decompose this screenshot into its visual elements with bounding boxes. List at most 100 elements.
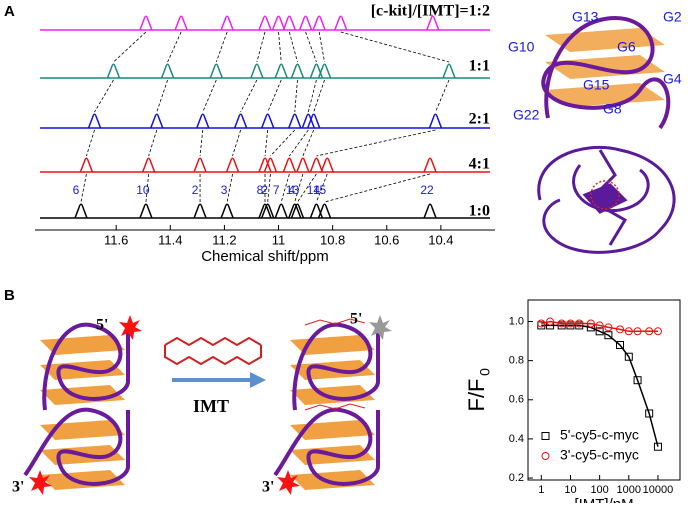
- legend-label: 3'-cy5-c-myc: [560, 447, 639, 463]
- marker: [575, 319, 584, 328]
- peak: [290, 203, 305, 219]
- peak: [334, 15, 348, 31]
- peak-label: 3: [221, 183, 228, 197]
- marker: [653, 442, 662, 451]
- connector: [80, 173, 87, 203]
- arrow-label: IMT: [193, 396, 229, 416]
- complex-schematic: [23, 315, 392, 495]
- legend-label: 5'-cy5-c-myc: [560, 427, 639, 443]
- peak: [225, 157, 240, 173]
- peak: [258, 157, 272, 173]
- connector: [297, 173, 317, 203]
- x-tick-label: 1: [538, 484, 544, 496]
- connector: [302, 129, 315, 157]
- peak: [290, 63, 305, 79]
- connector: [313, 79, 325, 113]
- marker: [575, 321, 584, 330]
- peak: [250, 63, 264, 79]
- end-label: 5': [96, 317, 108, 334]
- peak: [193, 203, 207, 219]
- peak: [150, 113, 164, 129]
- x-tick-label: 10.8: [320, 232, 345, 247]
- peak: [233, 113, 248, 129]
- peak: [320, 157, 334, 173]
- connector: [148, 129, 158, 157]
- connector: [240, 79, 258, 113]
- connector: [267, 79, 282, 113]
- fit-line: [541, 320, 658, 333]
- x-tick-label: 1000: [617, 484, 641, 496]
- x-tick-label: 100: [590, 484, 608, 496]
- marker: [566, 321, 575, 330]
- peak: [220, 15, 234, 31]
- marker: [566, 319, 575, 328]
- connector: [256, 31, 266, 63]
- marker: [546, 317, 555, 326]
- connector: [232, 129, 242, 157]
- peak: [74, 203, 88, 219]
- connector: [294, 79, 298, 113]
- peak-label: 8: [257, 183, 264, 197]
- panel-label: B: [4, 287, 15, 304]
- peak: [442, 63, 456, 79]
- peak: [209, 63, 223, 79]
- peak-label: 15: [313, 183, 327, 197]
- g-label: G2: [663, 9, 682, 25]
- connector: [226, 173, 233, 203]
- marker: [586, 319, 595, 328]
- peak: [258, 15, 272, 31]
- connector: [113, 31, 147, 63]
- y-tick-label: 0.4: [509, 433, 524, 445]
- marker: [645, 409, 654, 418]
- series-label: [c-kit]/[IMT]=1:2: [371, 3, 490, 20]
- peak: [79, 157, 94, 173]
- y-axis-label: F/F: [464, 379, 489, 412]
- x-axis-label: [IMT]/nM: [574, 496, 633, 503]
- peak: [426, 15, 440, 31]
- peak: [106, 63, 121, 79]
- connector: [267, 173, 271, 203]
- g-label: G6: [617, 39, 636, 55]
- peak: [423, 157, 437, 173]
- connector: [264, 129, 269, 157]
- quadruplex-schematic: [541, 16, 671, 130]
- peak: [423, 203, 437, 219]
- connector: [199, 129, 204, 157]
- connector: [278, 31, 282, 63]
- x-tick-label: 10000: [643, 484, 674, 496]
- peak-label: 22: [420, 183, 434, 197]
- connector: [215, 31, 228, 63]
- marker: [604, 323, 613, 332]
- series-label: 1:1: [469, 58, 490, 75]
- peak: [309, 157, 324, 173]
- connector: [307, 79, 317, 113]
- peak: [301, 113, 315, 129]
- marker: [557, 319, 566, 328]
- marker: [633, 376, 642, 385]
- marker: [645, 327, 654, 336]
- peak: [296, 157, 310, 173]
- marker: [633, 327, 642, 336]
- marker: [624, 352, 633, 361]
- marker: [557, 321, 566, 330]
- peak: [428, 113, 443, 129]
- peak: [220, 203, 234, 219]
- peak: [309, 63, 324, 79]
- legend-marker: [541, 432, 550, 440]
- connector: [316, 129, 436, 157]
- peak-label: 10: [136, 183, 150, 197]
- end-label: 3': [12, 479, 24, 496]
- connector: [305, 31, 317, 63]
- g-label: G15: [583, 77, 610, 93]
- peak-label: 2: [192, 183, 199, 197]
- g-label: G8: [603, 101, 622, 117]
- end-label: 3': [262, 479, 274, 496]
- peak: [288, 113, 302, 129]
- end-label: 5': [350, 311, 362, 328]
- fit-line: [541, 324, 659, 447]
- marker: [537, 321, 546, 330]
- marker: [616, 325, 625, 334]
- peak: [274, 203, 288, 219]
- connector: [289, 129, 309, 157]
- marker: [653, 327, 662, 336]
